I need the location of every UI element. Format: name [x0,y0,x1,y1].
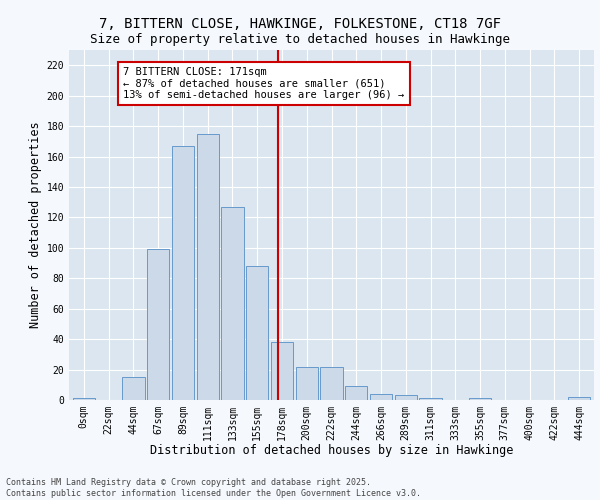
Bar [122,377,145,400]
Text: Size of property relative to detached houses in Hawkinge: Size of property relative to detached ho… [90,32,510,46]
Bar [197,134,219,400]
Bar [172,146,194,400]
Text: 7 BITTERN CLOSE: 171sqm
← 87% of detached houses are smaller (651)
13% of semi-d: 7 BITTERN CLOSE: 171sqm ← 87% of detache… [124,66,405,100]
Bar [73,398,95,400]
Bar [469,398,491,400]
Y-axis label: Number of detached properties: Number of detached properties [29,122,43,328]
Bar [246,266,268,400]
Bar [320,366,343,400]
Bar [370,394,392,400]
Bar [147,250,169,400]
Bar [395,396,417,400]
Text: Contains HM Land Registry data © Crown copyright and database right 2025.
Contai: Contains HM Land Registry data © Crown c… [6,478,421,498]
Bar [296,366,318,400]
Bar [419,398,442,400]
X-axis label: Distribution of detached houses by size in Hawkinge: Distribution of detached houses by size … [150,444,513,458]
Bar [568,397,590,400]
Bar [221,206,244,400]
Bar [345,386,367,400]
Bar [271,342,293,400]
Text: 7, BITTERN CLOSE, HAWKINGE, FOLKESTONE, CT18 7GF: 7, BITTERN CLOSE, HAWKINGE, FOLKESTONE, … [99,18,501,32]
